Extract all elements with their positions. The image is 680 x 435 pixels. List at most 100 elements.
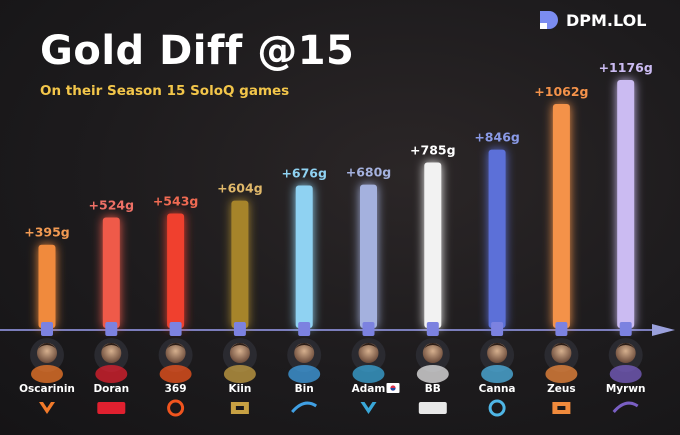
logo-shape — [360, 402, 377, 414]
avatar-shoulders — [352, 365, 385, 383]
bar-bin — [295, 185, 313, 328]
logo-shape — [612, 401, 639, 414]
bar-base-connector — [298, 322, 311, 336]
avatar-shoulders — [481, 365, 514, 383]
avatar-shoulders — [95, 365, 128, 383]
avatar-face — [294, 343, 315, 363]
player-name: Oscarinin — [19, 383, 75, 395]
team-logo-t1-icon — [97, 402, 126, 414]
logo-shape — [291, 401, 318, 414]
player-name: 369 — [165, 383, 187, 395]
logo-shape — [97, 402, 126, 414]
data-label: +785g — [410, 142, 456, 157]
avatar-face — [37, 343, 57, 363]
player-name: Doran — [93, 383, 129, 395]
avatar-face — [551, 343, 572, 363]
bar-base-connector — [362, 322, 375, 336]
team-logo-top-esports-icon — [167, 399, 185, 417]
logo-shape — [488, 399, 506, 417]
logo-shape — [552, 402, 571, 414]
data-label: +1062g — [534, 84, 588, 99]
avatar-shoulders — [31, 365, 63, 383]
player-name: Adam — [352, 383, 386, 395]
bar-myrwn — [617, 80, 635, 328]
player-avatar — [351, 338, 386, 383]
brand-name: DPM.LOL — [566, 10, 647, 30]
data-label: +524g — [89, 197, 135, 212]
player-name: Bin — [295, 383, 314, 395]
logo-shape — [418, 402, 447, 414]
axis-arrow-icon — [652, 324, 675, 336]
bar-doran — [102, 217, 120, 328]
player-avatar — [480, 338, 515, 383]
bar-kiin — [231, 200, 249, 328]
bar-base-connector — [555, 322, 568, 336]
player-name: BB — [425, 383, 441, 395]
avatar-shoulders — [416, 365, 449, 383]
bar-base-connector — [41, 322, 53, 336]
data-label: +395g — [24, 225, 70, 240]
avatar-hair — [37, 343, 57, 350]
avatar-shoulders — [609, 365, 642, 383]
south-korea-flag-icon — [386, 383, 400, 393]
bar-base-connector — [619, 322, 632, 336]
bar-base-connector — [426, 322, 439, 336]
data-label: +676g — [281, 165, 327, 180]
avatar-face — [487, 343, 508, 363]
player-avatar — [608, 338, 643, 383]
player-name: Kiin — [228, 383, 251, 395]
avatar-hair — [101, 343, 122, 350]
team-logo-kwangdong-freecs-icon — [488, 399, 506, 417]
bar-zeus — [552, 104, 570, 328]
avatar-hair — [294, 343, 315, 350]
avatar-hair — [615, 343, 636, 350]
team-logo-karmine-corp-icon — [360, 402, 377, 414]
data-label: +1176g — [599, 60, 653, 75]
logo-shape — [230, 402, 249, 414]
avatar-face — [165, 343, 186, 363]
bar-base-connector — [105, 322, 118, 336]
dpm-logo-icon — [540, 11, 558, 29]
player-avatar — [415, 338, 450, 383]
bar-base-connector — [169, 322, 182, 336]
player-name: Zeus — [547, 383, 575, 395]
logo-shape — [167, 399, 185, 417]
player-name: Canna — [479, 383, 516, 395]
team-logo-movistar-koi-icon — [612, 401, 639, 414]
avatar-face — [229, 343, 250, 363]
bar-base-connector — [491, 322, 504, 336]
data-label: +680g — [346, 165, 392, 180]
bar-base-connector — [233, 322, 246, 336]
team-logo-gen-g-icon — [230, 402, 249, 414]
avatar-shoulders — [223, 365, 256, 383]
bar-bb — [424, 162, 442, 328]
avatar-face — [358, 343, 379, 363]
player-name: Myrwn — [606, 383, 646, 395]
chart-subtitle: On their Season 15 SoloQ games — [40, 83, 290, 99]
avatar-hair — [358, 343, 379, 350]
team-logo-bilibili-gaming-icon — [291, 401, 318, 414]
logo-shape — [39, 402, 55, 414]
avatar-face — [101, 343, 122, 363]
bar-oscarinin — [38, 244, 56, 328]
avatar-face — [615, 343, 636, 363]
team-logo-g2-esports-icon — [418, 402, 447, 414]
data-label: +604g — [217, 181, 263, 196]
avatar-hair — [229, 343, 250, 350]
team-logo-hanwha-life-esports-icon — [552, 402, 571, 414]
data-label: +846g — [474, 130, 520, 145]
player-avatar — [287, 338, 322, 383]
chart-title: Gold Diff @15 — [40, 28, 355, 74]
avatar-hair — [487, 343, 508, 350]
avatar-face — [422, 343, 443, 363]
avatar-hair — [551, 343, 572, 350]
brand-logo: DPM.LOL — [538, 8, 646, 32]
avatar-shoulders — [545, 365, 578, 383]
bar-adam — [360, 184, 377, 328]
player-avatar — [30, 338, 64, 383]
player-avatar — [94, 338, 129, 383]
avatar-hair — [165, 343, 186, 350]
avatar-shoulders — [159, 365, 192, 383]
data-label: +543g — [153, 193, 199, 208]
